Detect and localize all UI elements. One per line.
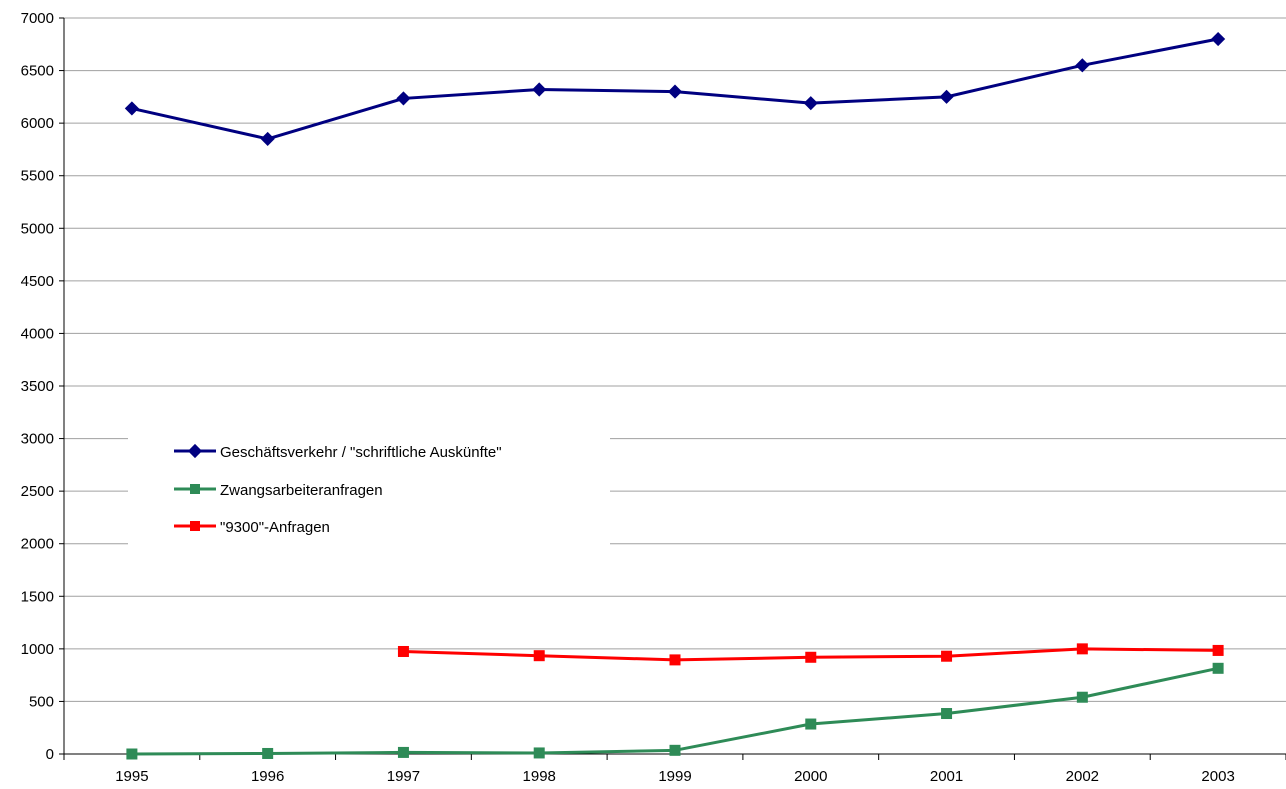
y-tick-label: 5000 [21, 220, 54, 237]
data-point-diamond [1075, 58, 1090, 73]
legend-marker-x-square-3 [190, 521, 200, 531]
y-tick-label: 0 [46, 746, 54, 763]
x-tick-label: 2001 [930, 768, 963, 785]
legend-label-3: "9300"-Anfragen [220, 519, 330, 536]
data-point-square [126, 748, 138, 760]
legend-marker-square-2 [190, 484, 200, 494]
data-point-square [941, 708, 953, 720]
legend: Geschäftsverkehr / "schriftliche Auskünf… [128, 430, 610, 548]
data-point-square [262, 747, 274, 759]
y-tick-label: 1500 [21, 588, 54, 605]
y-axis: 0 500 1000 1500 2000 2500 3000 3500 4000 4500 5000… [21, 10, 65, 763]
y-tick-label: 2500 [21, 483, 54, 500]
y-tick-label: 6500 [21, 63, 54, 80]
data-point-square [669, 744, 681, 756]
y-tick-label: 4000 [21, 325, 54, 342]
x-tick-label: 2000 [794, 768, 827, 785]
series-layer [124, 31, 1226, 760]
x-tick-label: 1996 [251, 768, 284, 785]
data-point-square [1076, 643, 1088, 655]
x-axis: 1995 1996 1997 1998 1999 2000 2001 2002 2003 [63, 753, 1286, 785]
legend-label-2: Zwangsarbeiteranfragen [220, 482, 383, 499]
data-point-diamond [939, 89, 954, 104]
y-tick-label: 2000 [21, 536, 54, 553]
x-tick-label: 1999 [658, 768, 691, 785]
x-tick-label: 2002 [1066, 768, 1099, 785]
gridlines [64, 17, 1286, 702]
y-tick-label: 1000 [21, 641, 54, 658]
data-point-diamond [124, 101, 139, 116]
data-point-square [941, 650, 953, 662]
data-point-square [669, 654, 681, 666]
y-tick-label: 500 [29, 693, 54, 710]
data-point-square [533, 747, 545, 759]
y-tick-label: 3000 [21, 431, 54, 448]
y-tick-label: 3500 [21, 378, 54, 395]
y-tick-label: 4500 [21, 273, 54, 290]
x-tick-label: 1997 [387, 768, 420, 785]
data-point-diamond [803, 96, 818, 111]
data-point-square [805, 651, 817, 663]
data-point-diamond [532, 82, 547, 97]
x-tick-label: 1995 [115, 768, 148, 785]
data-point-diamond [667, 84, 683, 99]
y-tick-label: 7000 [21, 10, 54, 27]
legend-label-1: Geschäftsverkehr / "schriftliche Auskünf… [220, 444, 502, 461]
y-tick-label: 6000 [21, 115, 54, 132]
legend-item-1: Geschäftsverkehr / "schriftliche Auskünf… [174, 443, 502, 461]
data-point-square [805, 718, 817, 730]
series-line-2 [131, 666, 1219, 756]
data-point-square [533, 650, 545, 662]
data-point-square [397, 746, 409, 758]
legend-marker-diamond-1 [187, 443, 203, 459]
data-point-diamond [396, 91, 411, 106]
x-tick-label: 1998 [523, 768, 556, 785]
legend-item-3: "9300"-Anfragen [174, 519, 330, 536]
data-point-square [1076, 691, 1088, 703]
x-tick-label: 2003 [1201, 768, 1234, 785]
data-point-square [397, 645, 409, 657]
data-point-square [1212, 662, 1224, 674]
data-point-diamond [260, 131, 275, 146]
legend-item-2: Zwangsarbeiteranfragen [174, 482, 383, 499]
y-tick-label: 5500 [21, 168, 54, 185]
data-point-square [1212, 644, 1224, 656]
data-point-diamond [1211, 31, 1226, 47]
